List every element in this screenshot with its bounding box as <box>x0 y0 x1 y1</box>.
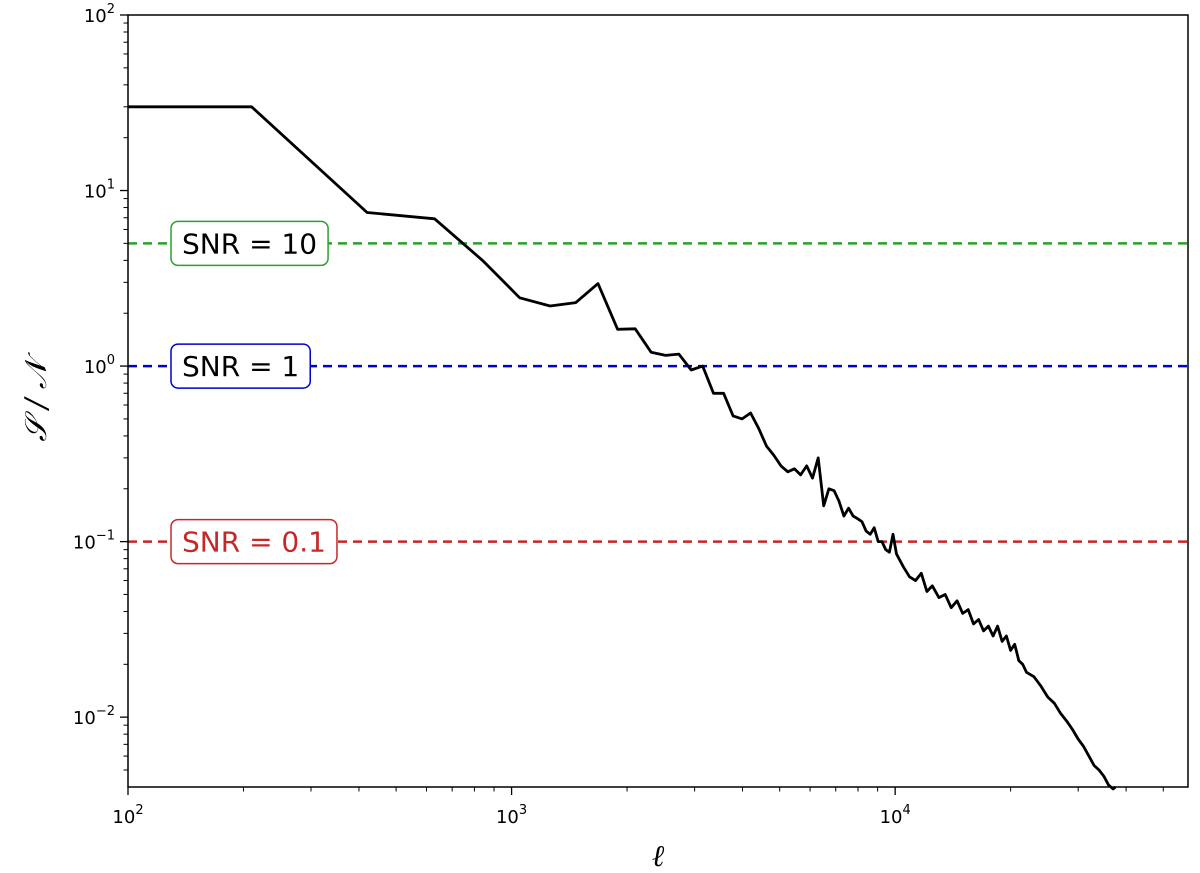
ref-label-box-2 <box>170 518 338 565</box>
y-axis-label: 𝒮 / 𝒩 <box>19 351 54 441</box>
y-tick-label-1: 10−1 <box>73 529 115 554</box>
x-axis-ticks: 102 103 104 <box>112 787 1164 828</box>
reference-labels: SNR = 10 SNR = 1 SNR = 0.1 <box>170 220 338 565</box>
x-tick-label-1: 103 <box>496 803 527 828</box>
ref-label-text-2: SNR = 0.1 <box>182 526 326 559</box>
x-tick-label-0: 102 <box>112 803 143 828</box>
series-line-0 <box>128 105 1117 791</box>
ref-label-text-1: SNR = 1 <box>182 350 299 383</box>
ref-label-box-0 <box>170 220 329 267</box>
ref-label-0: SNR = 10 <box>170 220 329 267</box>
ref-label-text-0: SNR = 10 <box>182 227 317 260</box>
y-tick-label-0: 10−2 <box>73 704 115 729</box>
ref-label-2: SNR = 0.1 <box>170 518 338 565</box>
plot-frame <box>127 14 1189 788</box>
y-axis-ticks: 10−2 10−1 100 101 102 <box>73 2 128 771</box>
y-tick-label-4: 102 <box>84 2 115 27</box>
y-tick-label-3: 101 <box>84 178 115 203</box>
y-tick-label-2: 100 <box>84 353 115 378</box>
x-tick-label-2: 104 <box>880 803 911 828</box>
ref-label-box-1 <box>170 343 311 389</box>
x-axis-label: ℓ <box>652 839 665 873</box>
ref-label-1: SNR = 1 <box>170 343 311 389</box>
reference-lines <box>128 242 1188 543</box>
series-layer <box>128 105 1117 791</box>
